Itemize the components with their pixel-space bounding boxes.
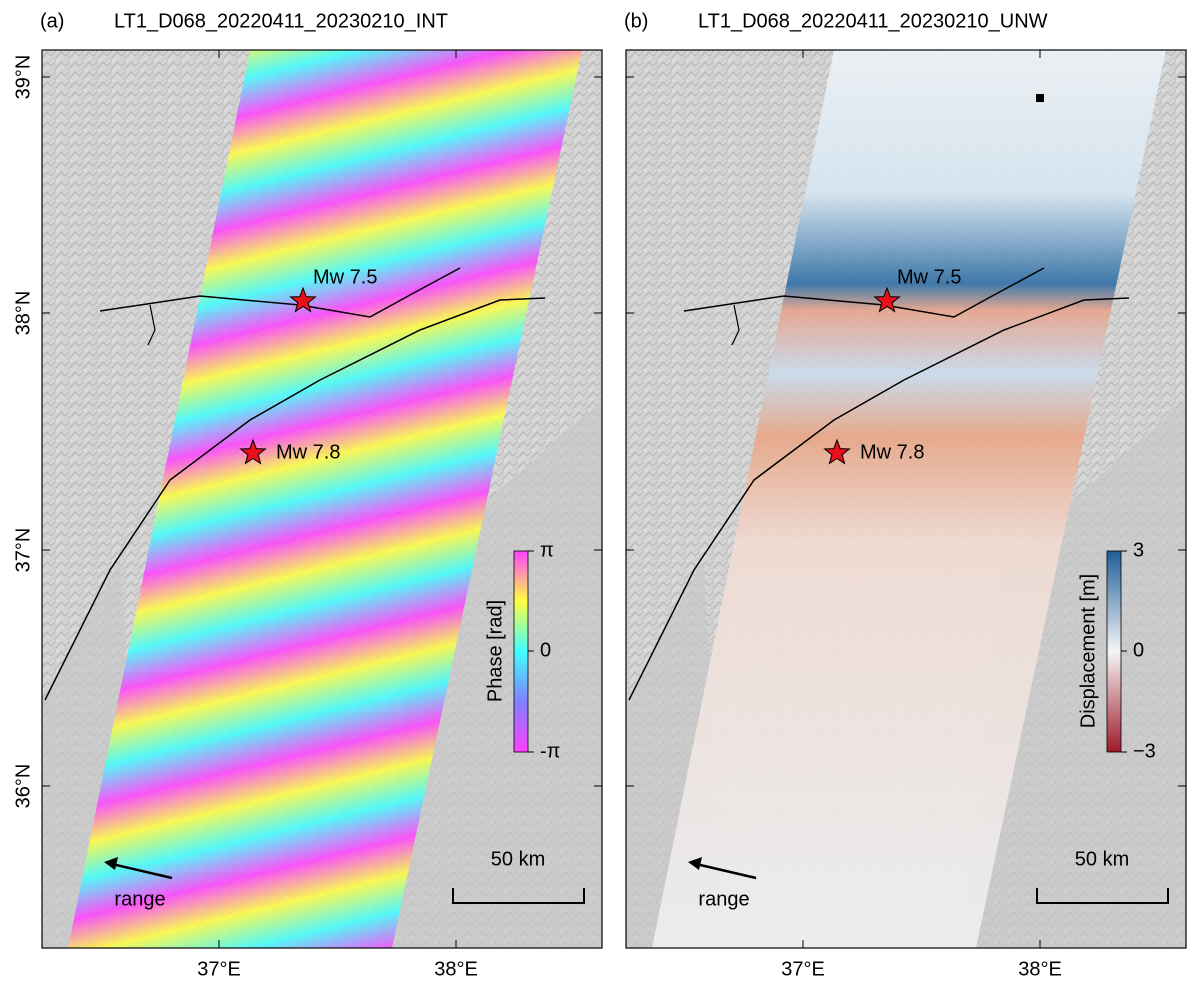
colorbar — [1106, 550, 1122, 753]
lon-label: 38°E — [434, 958, 478, 980]
marker-square — [1036, 94, 1044, 102]
colorbar-tick-label: 0 — [540, 639, 551, 661]
map-panel: (a) LT1_D068_20220411_20230210_INT Mw 7.5 M… — [40, 10, 603, 980]
colorbar-tick-label: 3 — [1133, 539, 1144, 561]
map-frame — [625, 49, 1187, 949]
event-label: Mw 7.8 — [860, 441, 924, 463]
range-arrow — [111, 862, 173, 880]
colorbar-label: Phase [rad] — [484, 600, 506, 702]
lat-label: 37°N — [12, 528, 34, 573]
scale-label: 50 km — [1075, 848, 1129, 870]
range-arrow-head — [688, 857, 702, 870]
fault — [628, 297, 1130, 701]
panel-title: LT1_D068_20220411_20230210_UNW — [698, 10, 1048, 32]
map-area — [626, 50, 1186, 948]
panel-title: LT1_D068_20220411_20230210_INT — [114, 10, 448, 32]
lon-label: 37°E — [781, 958, 825, 980]
panel-label: (a) — [40, 10, 64, 32]
range-arrow — [695, 862, 757, 880]
fault — [731, 304, 740, 346]
colorbar — [513, 550, 529, 753]
epicenter-star — [289, 286, 317, 313]
lat-label: 39°N — [12, 55, 34, 100]
scale-bar — [1036, 888, 1169, 904]
panel-label: (b) — [624, 10, 648, 32]
event-label: Mw 7.5 — [897, 266, 961, 288]
epicenter-star — [873, 286, 901, 313]
lat-labels: 39°N 38°N 37°N 36°N — [12, 55, 34, 809]
colorbar-tick-label: 0 — [1133, 639, 1144, 661]
range-label: range — [698, 888, 749, 910]
lat-label: 38°N — [12, 291, 34, 336]
colorbar-tick-label: π — [540, 539, 554, 561]
fault — [683, 267, 1045, 318]
epicenter-star — [823, 438, 851, 465]
lon-label: 37°E — [197, 958, 241, 980]
swath — [652, 50, 1166, 948]
lon-label: 38°E — [1018, 958, 1062, 980]
swath — [68, 50, 582, 948]
panels: (a) LT1_D068_20220411_20230210_INT Mw 7.5 M… — [40, 10, 1187, 980]
lat-label: 36°N — [12, 764, 34, 809]
map-frame — [41, 49, 603, 949]
range-label: range — [114, 888, 165, 910]
fault — [147, 304, 156, 346]
epicenter-star — [239, 438, 267, 465]
event-label: Mw 7.5 — [313, 266, 377, 288]
fault — [44, 297, 546, 701]
colorbar-tick-label: −3 — [1133, 740, 1156, 762]
colorbar-tick-label: -π — [540, 740, 560, 762]
map-area — [42, 50, 602, 948]
map-panel: (b) LT1_D068_20220411_20230210_UNW Mw 7.5 M… — [624, 10, 1187, 980]
scale-bar — [452, 888, 585, 904]
fault — [99, 267, 461, 318]
event-label: Mw 7.8 — [276, 441, 340, 463]
scale-label: 50 km — [491, 848, 545, 870]
colorbar-label: Displacement [m] — [1077, 574, 1099, 729]
range-arrow-head — [104, 857, 118, 870]
